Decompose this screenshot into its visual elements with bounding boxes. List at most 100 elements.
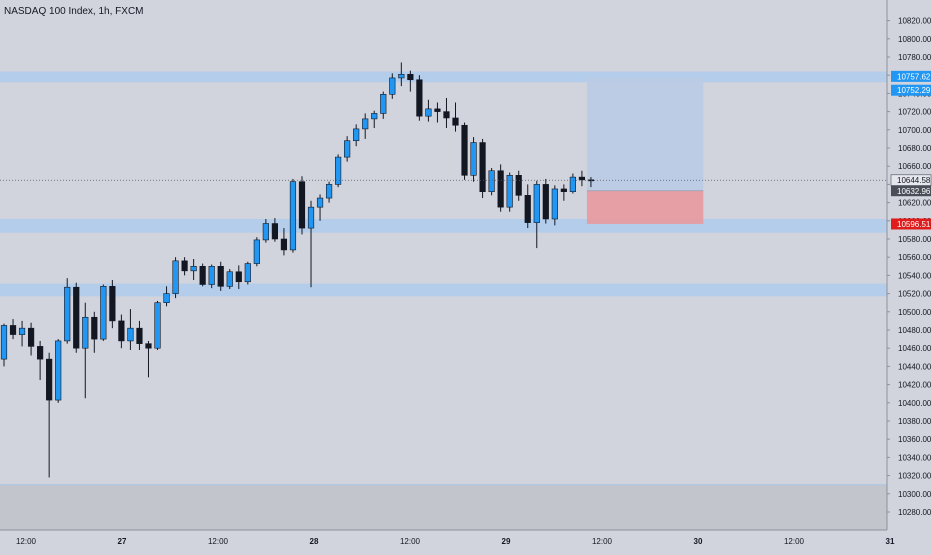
y-tick-label: 10560.00 bbox=[898, 253, 932, 262]
sr-zone bbox=[0, 218, 887, 233]
candle-body bbox=[280, 238, 288, 251]
candles-layer bbox=[0, 62, 595, 478]
price-label-text: 10752.29 bbox=[897, 86, 931, 95]
candle-body bbox=[470, 142, 477, 176]
candle bbox=[0, 323, 8, 367]
candle bbox=[551, 185, 558, 226]
candle-body bbox=[452, 117, 459, 126]
y-tick-label: 10800.00 bbox=[898, 35, 932, 44]
price-label-box bbox=[891, 70, 931, 82]
candle-body bbox=[18, 327, 26, 335]
candle bbox=[380, 91, 387, 119]
candle bbox=[199, 263, 206, 287]
candle-body bbox=[82, 316, 89, 349]
candle bbox=[118, 314, 125, 349]
candle bbox=[172, 257, 179, 299]
candle bbox=[55, 339, 62, 403]
x-tick-label: 12:00 bbox=[592, 537, 613, 546]
candle-body bbox=[524, 195, 531, 223]
y-tick-label: 10720.00 bbox=[898, 108, 932, 117]
candle bbox=[353, 124, 360, 147]
candle bbox=[181, 257, 188, 276]
candle-body bbox=[344, 140, 351, 158]
candle-body bbox=[73, 286, 80, 349]
price-label: 10596.51 bbox=[891, 218, 931, 230]
candle bbox=[154, 300, 161, 351]
candle-body bbox=[172, 260, 179, 294]
time-axis bbox=[0, 530, 932, 550]
candle-body bbox=[389, 77, 396, 95]
candle-body bbox=[136, 327, 143, 344]
y-tick-label: 10360.00 bbox=[898, 435, 932, 444]
y-tick-label: 10540.00 bbox=[898, 271, 932, 280]
x-tick-label: 12:00 bbox=[208, 537, 229, 546]
candle bbox=[425, 99, 432, 122]
y-tick-label: 10500.00 bbox=[898, 308, 932, 317]
candle-body bbox=[434, 108, 441, 112]
candle-body bbox=[371, 113, 378, 120]
candle bbox=[515, 170, 522, 201]
candle bbox=[91, 311, 98, 353]
x-tick-label: 12:00 bbox=[400, 537, 421, 546]
candle bbox=[497, 164, 504, 212]
sr-zone bbox=[0, 71, 887, 83]
candle bbox=[316, 194, 324, 221]
candle-body bbox=[208, 265, 215, 285]
candle bbox=[253, 237, 260, 267]
candle bbox=[479, 138, 486, 199]
y-tick-label: 10460.00 bbox=[898, 344, 932, 353]
candle bbox=[280, 228, 288, 256]
candle-body bbox=[443, 111, 450, 119]
price-label: 10644.58 bbox=[890, 174, 932, 187]
y-tick-label: 10520.00 bbox=[898, 290, 932, 299]
position-layer[interactable] bbox=[586, 77, 704, 224]
candle-body bbox=[380, 94, 387, 114]
price-label-text: 10644.58 bbox=[897, 176, 931, 185]
candle-body bbox=[398, 73, 405, 79]
y-tick-label: 10380.00 bbox=[898, 417, 932, 426]
price-label: 10632.96 bbox=[891, 185, 931, 197]
plot-background bbox=[0, 0, 887, 530]
candle bbox=[533, 180, 540, 249]
price-label: 10752.29 bbox=[891, 84, 931, 96]
y-tick-label: 10300.00 bbox=[898, 490, 932, 499]
candle bbox=[217, 261, 224, 291]
candle-body bbox=[425, 108, 432, 117]
price-label-box bbox=[891, 84, 931, 96]
candle-body bbox=[316, 197, 324, 208]
candle-body bbox=[488, 170, 495, 192]
candle-body bbox=[127, 327, 134, 342]
candle-body bbox=[497, 170, 504, 208]
y-tick-label: 10580.00 bbox=[898, 235, 932, 244]
candle-body bbox=[560, 188, 567, 192]
candle-body bbox=[353, 128, 360, 142]
symbol-title: NASDAQ 100 Index, 1h, FXCM bbox=[4, 6, 144, 17]
candle bbox=[271, 218, 279, 242]
candle bbox=[452, 102, 459, 132]
x-tick-label: 12:00 bbox=[16, 537, 37, 546]
candle bbox=[145, 340, 152, 378]
candle-body bbox=[118, 320, 125, 342]
candle-body bbox=[235, 271, 242, 283]
candle-body bbox=[515, 175, 522, 196]
candle-body bbox=[27, 327, 35, 347]
y-tick-label: 10660.00 bbox=[898, 162, 932, 171]
candle bbox=[398, 62, 405, 87]
price-label-box bbox=[891, 185, 931, 197]
y-tick-label: 10280.00 bbox=[898, 508, 932, 517]
sr-zone bbox=[0, 283, 887, 297]
candle bbox=[226, 269, 233, 290]
profit-zone bbox=[586, 77, 704, 191]
candle-body bbox=[307, 206, 315, 229]
candle-body bbox=[262, 223, 269, 241]
price-label-box bbox=[891, 218, 931, 230]
candle bbox=[298, 176, 306, 235]
candle-body bbox=[271, 223, 279, 240]
candle bbox=[560, 184, 567, 201]
lower-area bbox=[0, 484, 887, 530]
candle-body bbox=[461, 124, 468, 176]
candle bbox=[488, 168, 495, 196]
candle bbox=[542, 178, 549, 224]
